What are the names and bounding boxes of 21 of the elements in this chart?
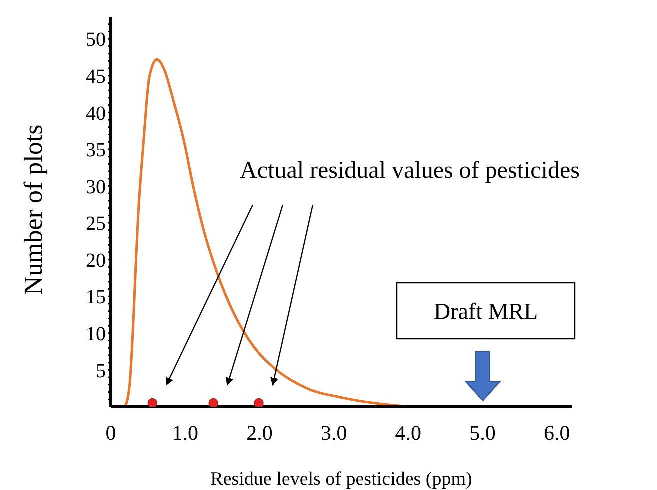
y-tick-label: 15: [86, 286, 106, 309]
x-axis-title: Residue levels of pesticides (ppm): [210, 469, 472, 490]
y-axis-title: Number of plots: [19, 124, 48, 296]
y-tick-label: 5: [96, 360, 106, 382]
x-tick-label: 1.0: [172, 420, 198, 445]
x-tick-label: 5.0: [470, 420, 496, 445]
x-tick-label: 2.0: [246, 420, 273, 445]
y-tick-label: 45: [86, 66, 106, 88]
y-tick-label: 10: [86, 324, 106, 346]
y-tick-label: 20: [86, 250, 106, 272]
x-tick-label: 6.0: [544, 420, 570, 445]
y-tick-label: 25: [86, 213, 106, 236]
x-tick-label: 4.0: [395, 420, 422, 445]
y-tick-label: 50: [86, 29, 106, 52]
x-tick-label: 3.0: [320, 420, 348, 445]
y-tick-label: 40: [86, 102, 106, 125]
annotation: Draft MRL: [434, 299, 538, 324]
x-tick-label: 0: [106, 420, 116, 445]
y-tick-label: 30: [86, 176, 106, 198]
annotation: Actual residual values of pesticides: [240, 158, 580, 184]
y-tick-label: 35: [86, 140, 106, 162]
